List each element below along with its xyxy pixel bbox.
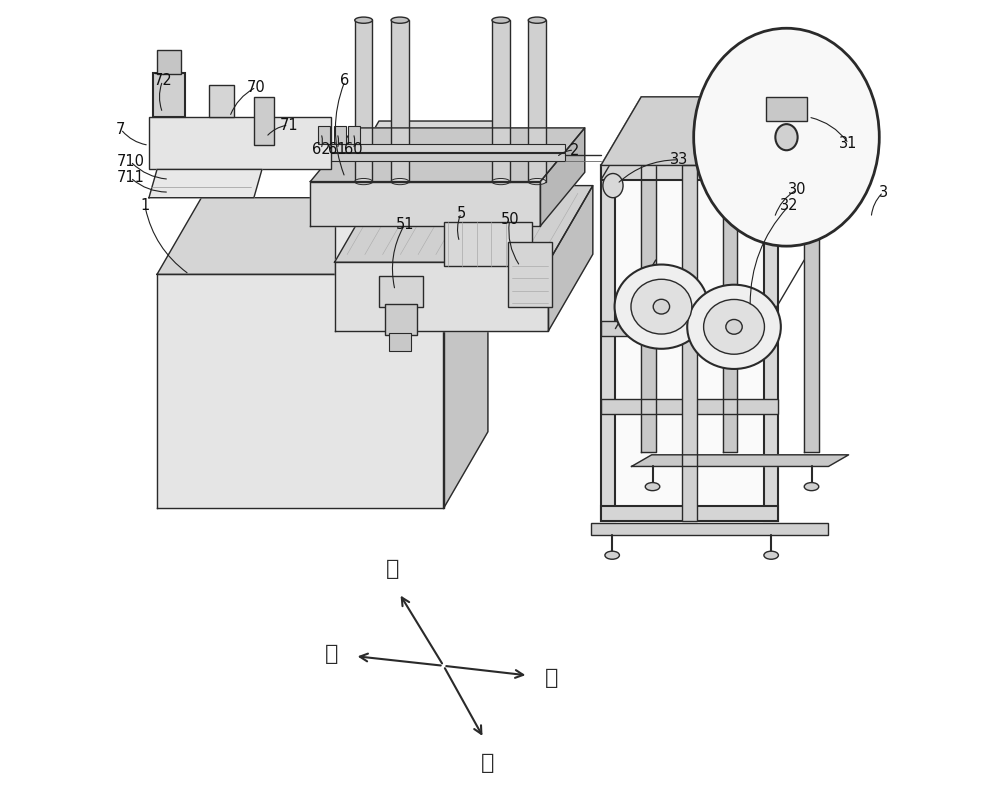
Text: 33: 33 (670, 153, 688, 167)
Bar (766, 97, 807, 121)
Bar (391, 20, 409, 182)
Text: 61: 61 (328, 142, 346, 157)
Ellipse shape (603, 174, 623, 198)
Bar (764, 165, 778, 521)
Bar (165, 153, 565, 161)
Text: 左: 左 (325, 644, 339, 663)
Text: 72: 72 (153, 73, 172, 88)
Text: 1: 1 (140, 199, 150, 213)
Bar (157, 50, 181, 74)
Bar (601, 321, 778, 336)
Bar (348, 126, 360, 144)
Ellipse shape (775, 124, 798, 150)
Bar (601, 165, 778, 180)
Ellipse shape (391, 178, 409, 185)
Ellipse shape (645, 483, 660, 491)
Ellipse shape (653, 299, 670, 314)
Bar (355, 20, 372, 182)
Bar (601, 165, 615, 521)
Ellipse shape (355, 17, 372, 23)
Ellipse shape (687, 285, 781, 369)
Text: 右: 右 (544, 668, 558, 688)
Polygon shape (335, 121, 504, 198)
Text: 32: 32 (780, 199, 798, 213)
Text: 5: 5 (457, 206, 466, 220)
Bar (528, 20, 546, 182)
Bar (591, 524, 828, 535)
Bar (508, 242, 552, 307)
Bar (334, 126, 346, 144)
Polygon shape (804, 111, 819, 452)
Ellipse shape (492, 178, 510, 185)
Text: 7: 7 (116, 122, 125, 136)
Polygon shape (601, 97, 819, 165)
Ellipse shape (631, 279, 692, 334)
Ellipse shape (605, 551, 619, 559)
Polygon shape (335, 186, 593, 262)
Text: 2: 2 (570, 143, 579, 157)
Polygon shape (310, 128, 585, 182)
Polygon shape (548, 186, 593, 331)
Text: 710: 710 (116, 154, 144, 169)
Text: 6: 6 (340, 73, 350, 88)
Text: 前: 前 (481, 753, 495, 773)
Bar (149, 117, 331, 169)
Bar (389, 333, 411, 351)
Polygon shape (601, 165, 778, 521)
Bar (385, 304, 417, 335)
Polygon shape (460, 121, 504, 274)
Polygon shape (723, 97, 737, 452)
Ellipse shape (804, 483, 819, 491)
Text: 3: 3 (879, 185, 888, 199)
Bar (601, 399, 778, 414)
Ellipse shape (704, 299, 764, 354)
Text: 后: 后 (386, 558, 399, 579)
Polygon shape (310, 182, 540, 226)
Polygon shape (335, 262, 548, 331)
Polygon shape (632, 455, 849, 466)
Bar (254, 97, 274, 145)
Bar (379, 276, 423, 307)
Polygon shape (157, 274, 444, 508)
Polygon shape (444, 198, 488, 508)
Ellipse shape (528, 178, 546, 185)
Ellipse shape (694, 28, 879, 246)
Text: 30: 30 (788, 182, 806, 197)
Ellipse shape (492, 17, 510, 23)
Bar (209, 85, 234, 117)
Ellipse shape (355, 178, 372, 185)
Ellipse shape (615, 265, 708, 349)
Ellipse shape (391, 17, 409, 23)
Bar (318, 126, 330, 144)
Ellipse shape (764, 551, 778, 559)
Text: 51: 51 (396, 217, 414, 232)
Text: 71: 71 (279, 118, 298, 132)
Bar (492, 20, 510, 182)
Bar (444, 222, 532, 266)
Polygon shape (149, 169, 262, 198)
Ellipse shape (528, 17, 546, 23)
Polygon shape (335, 198, 460, 274)
Bar (601, 506, 778, 521)
Text: 62: 62 (312, 142, 330, 157)
Bar (165, 144, 565, 152)
Bar (682, 165, 697, 521)
Text: 50: 50 (500, 212, 519, 227)
Text: 711: 711 (116, 170, 144, 185)
Ellipse shape (726, 320, 742, 334)
Text: 60: 60 (344, 142, 362, 157)
Polygon shape (641, 111, 656, 452)
Text: 70: 70 (247, 80, 266, 94)
Polygon shape (641, 97, 819, 111)
Text: 31: 31 (839, 136, 858, 151)
Bar (153, 73, 185, 117)
Polygon shape (540, 128, 585, 226)
Polygon shape (157, 198, 488, 274)
